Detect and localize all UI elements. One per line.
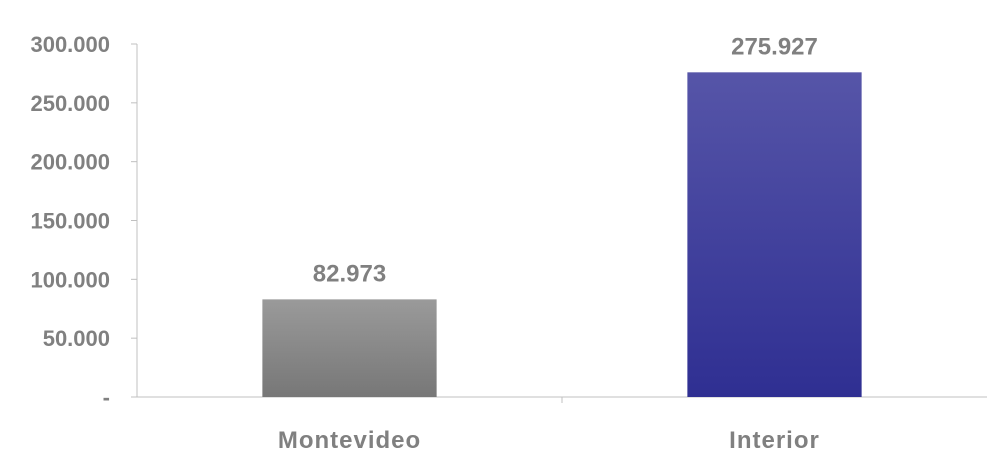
y-tick-label: 100.000	[30, 267, 110, 292]
x-category-label: Montevideo	[278, 427, 421, 451]
bar-interior	[687, 72, 862, 397]
y-tick-label: 300.000	[30, 32, 110, 57]
bars	[262, 72, 862, 397]
data-label: 275.927	[731, 33, 818, 60]
x-category-label: Interior	[729, 427, 820, 451]
y-tick-label: -	[103, 385, 110, 410]
bar-montevideo	[262, 299, 437, 397]
y-tick-label: 50.000	[43, 326, 110, 351]
y-tick-label: 200.000	[30, 150, 110, 175]
y-tick-label: 150.000	[30, 209, 110, 234]
data-label: 82.973	[313, 260, 386, 287]
data-labels: 82.973 275.927	[313, 33, 818, 287]
x-axis: Montevideo Interior	[137, 396, 987, 451]
y-tick-label: 250.000	[30, 91, 110, 116]
y-axis: - 50.000 100.000 150.000 200.000 250.000 300.0…	[30, 32, 138, 410]
